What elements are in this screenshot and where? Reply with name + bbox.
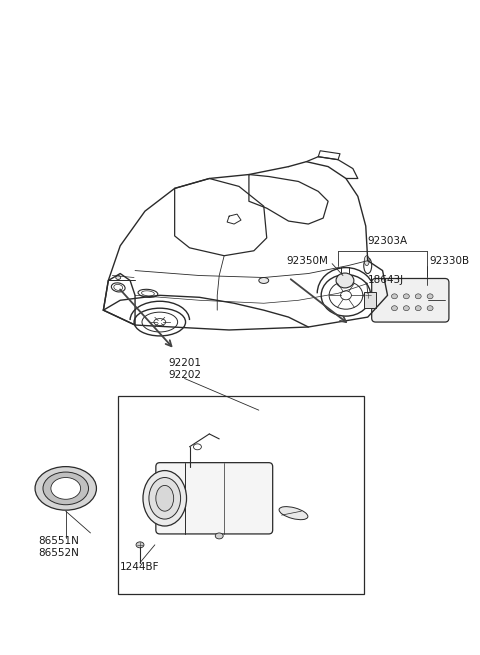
Ellipse shape bbox=[116, 276, 120, 280]
Text: 92303A: 92303A bbox=[368, 236, 408, 246]
Ellipse shape bbox=[43, 472, 88, 505]
Ellipse shape bbox=[364, 292, 372, 298]
Text: 86551N: 86551N bbox=[38, 536, 79, 546]
Ellipse shape bbox=[415, 294, 421, 299]
FancyBboxPatch shape bbox=[156, 462, 273, 534]
Text: 92330B: 92330B bbox=[429, 255, 469, 266]
Ellipse shape bbox=[392, 306, 397, 310]
Ellipse shape bbox=[136, 542, 144, 548]
FancyBboxPatch shape bbox=[364, 292, 376, 309]
Text: 92350M: 92350M bbox=[286, 255, 328, 266]
Text: 92202: 92202 bbox=[168, 369, 201, 379]
Ellipse shape bbox=[392, 294, 397, 299]
Ellipse shape bbox=[279, 506, 308, 519]
Text: 18643J: 18643J bbox=[368, 276, 404, 286]
Ellipse shape bbox=[364, 255, 369, 266]
Ellipse shape bbox=[215, 533, 223, 539]
Ellipse shape bbox=[415, 306, 421, 310]
Ellipse shape bbox=[259, 278, 269, 284]
Ellipse shape bbox=[149, 477, 180, 519]
Text: 92201: 92201 bbox=[168, 358, 201, 367]
Ellipse shape bbox=[143, 470, 187, 526]
Ellipse shape bbox=[427, 306, 433, 310]
Text: 86552N: 86552N bbox=[38, 548, 79, 558]
Ellipse shape bbox=[51, 477, 81, 499]
Ellipse shape bbox=[403, 294, 409, 299]
FancyBboxPatch shape bbox=[372, 278, 449, 322]
Ellipse shape bbox=[427, 294, 433, 299]
Ellipse shape bbox=[35, 466, 96, 510]
Bar bbox=[118, 396, 364, 594]
Ellipse shape bbox=[156, 485, 174, 511]
Ellipse shape bbox=[336, 273, 354, 288]
Ellipse shape bbox=[403, 306, 409, 310]
Text: 1244BF: 1244BF bbox=[120, 561, 160, 572]
